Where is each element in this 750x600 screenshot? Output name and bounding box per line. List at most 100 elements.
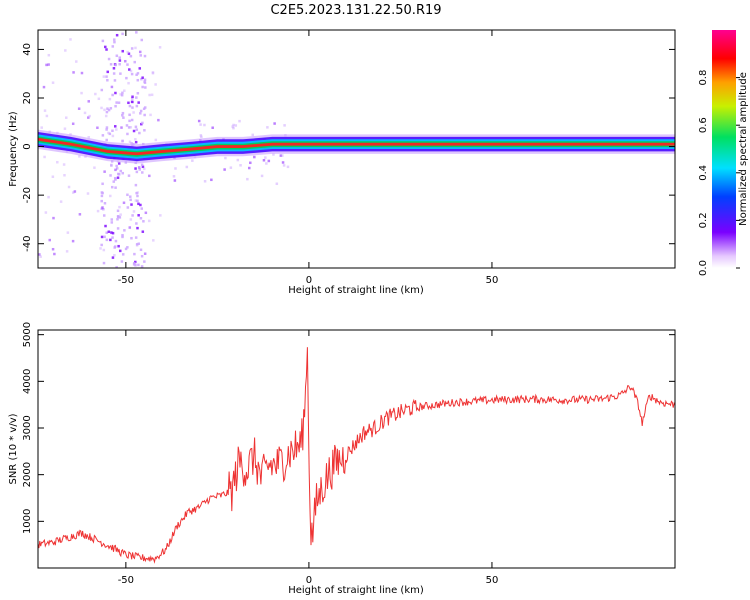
speckle xyxy=(159,214,162,217)
speckle xyxy=(62,163,66,166)
snr-x-ticks: -50 0 50 xyxy=(118,330,498,586)
speckle xyxy=(110,221,114,224)
speckle xyxy=(100,194,104,198)
speckle xyxy=(249,161,252,165)
speckle xyxy=(121,114,124,117)
colorbar-tick-label: 0.2 xyxy=(698,212,709,228)
speckle xyxy=(148,174,151,178)
speckle xyxy=(59,200,63,203)
speckle xyxy=(127,126,131,129)
speckle xyxy=(53,252,56,256)
speckle xyxy=(136,72,140,75)
speckle xyxy=(121,233,124,237)
snr-frame xyxy=(37,329,676,569)
speckle xyxy=(134,260,137,264)
speckle xyxy=(140,77,143,81)
speckle xyxy=(136,191,140,194)
speckle xyxy=(103,235,106,239)
speckle xyxy=(136,78,140,82)
speckle xyxy=(114,104,117,108)
speckle xyxy=(104,45,107,49)
speckle xyxy=(130,118,134,122)
speckle xyxy=(109,107,113,110)
spectrogram-frame xyxy=(37,29,676,269)
speckle xyxy=(71,191,75,194)
speckle xyxy=(135,242,139,246)
speckle xyxy=(126,206,130,209)
speckle xyxy=(93,166,96,169)
speckle xyxy=(272,153,275,156)
speckle xyxy=(119,169,123,173)
speckle xyxy=(69,38,72,41)
speckle xyxy=(107,131,110,135)
speckle xyxy=(140,265,144,268)
speckle xyxy=(113,176,117,180)
speckle xyxy=(130,142,133,145)
speckle xyxy=(131,106,134,109)
speckle xyxy=(110,185,114,189)
speckle xyxy=(151,71,155,74)
x-tick-label: 50 xyxy=(486,275,499,286)
speckle xyxy=(117,244,120,248)
speckle xyxy=(104,224,107,228)
speckle xyxy=(172,175,176,178)
speckle xyxy=(44,211,48,214)
speckle xyxy=(39,255,42,258)
speckle xyxy=(47,53,51,57)
speckle xyxy=(122,116,125,119)
speckle xyxy=(143,113,146,117)
x-tick-label: -50 xyxy=(118,575,134,586)
speckle xyxy=(126,246,129,249)
speckle xyxy=(141,171,144,174)
speckle xyxy=(125,76,128,80)
speckle xyxy=(144,86,147,89)
speckle xyxy=(102,214,106,217)
speckle xyxy=(135,73,138,77)
speckle xyxy=(154,83,157,86)
speckle xyxy=(150,93,154,97)
speckle xyxy=(115,164,118,168)
speckle xyxy=(126,132,129,136)
spectrogram-y-label: Frequency (Hz) xyxy=(8,111,19,187)
speckle xyxy=(123,89,126,92)
speckle xyxy=(137,263,140,267)
speckle xyxy=(173,179,177,182)
speckle xyxy=(131,95,134,98)
speckle xyxy=(111,256,115,259)
speckle xyxy=(100,88,104,92)
speckle xyxy=(140,163,144,167)
snr-y-label: SNR (10 * v/v) xyxy=(8,413,19,484)
speckle xyxy=(51,175,55,178)
speckle xyxy=(140,207,144,210)
speckle xyxy=(56,160,59,164)
speckle xyxy=(73,190,77,193)
speckle xyxy=(197,119,201,123)
speckle xyxy=(234,124,238,127)
speckle xyxy=(87,136,91,139)
speckle xyxy=(109,174,112,177)
speckle xyxy=(101,206,104,209)
speckle xyxy=(119,93,122,96)
speckle xyxy=(131,97,134,100)
speckle xyxy=(128,140,132,144)
y-tick-label: 1000 xyxy=(22,509,33,534)
speckle xyxy=(47,63,50,66)
speckle xyxy=(281,161,285,164)
speckle xyxy=(128,119,131,123)
speckle xyxy=(142,107,146,111)
speckle xyxy=(129,195,132,198)
speckle xyxy=(65,116,68,119)
snr-y-ticks: 1000 2000 3000 4000 5000 xyxy=(22,322,675,534)
speckle xyxy=(121,111,125,115)
speckle xyxy=(101,182,104,186)
colorbar-ticks: 0.0 0.2 0.4 0.6 0.8 xyxy=(698,70,740,276)
speckle xyxy=(63,173,66,177)
speckle xyxy=(114,178,117,181)
speckle xyxy=(42,85,46,89)
spectrogram-x-ticks: -50 0 50 xyxy=(118,30,499,286)
spectrogram-x-label: Height of straight line (km) xyxy=(288,285,424,296)
speckle xyxy=(121,91,124,95)
snr-panel: -50 0 50 1000 2000 3000 4000 5000 Height of st… xyxy=(8,322,676,596)
speckle xyxy=(129,198,132,202)
speckle xyxy=(121,253,125,256)
